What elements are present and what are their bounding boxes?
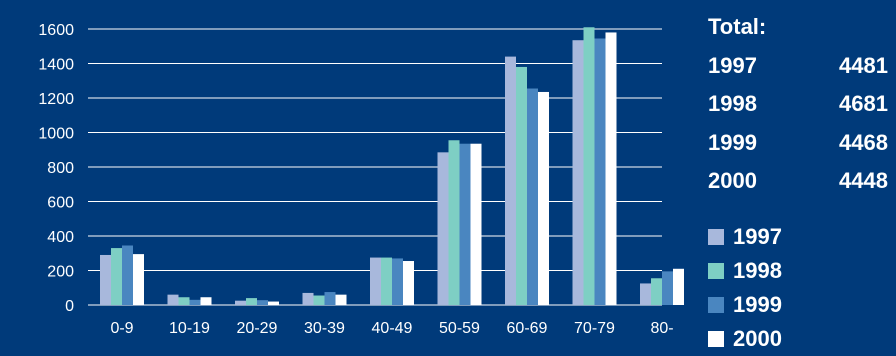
totals-value: 4468	[839, 129, 888, 155]
totals-row: 1997 4481	[708, 47, 888, 86]
legend-swatch	[708, 229, 724, 245]
bars	[100, 27, 684, 306]
y-tick-label: 0	[65, 298, 74, 315]
y-tick-label: 1400	[38, 57, 74, 74]
totals-value: 4448	[839, 168, 888, 193]
legend-item: 2000	[708, 322, 782, 356]
legend-label: 1997	[733, 224, 782, 249]
legend: 1997 1998 1999 2000	[708, 220, 782, 356]
totals-panel: Total: 1997 4481 1998 4681 1999 4468 200…	[708, 8, 888, 201]
x-tick-label: 30-39	[304, 320, 345, 337]
legend-item: 1997	[708, 220, 782, 254]
bar-1999-50-59	[459, 143, 471, 305]
bar-1999-60-69	[527, 88, 538, 305]
bar-1999-40-49	[392, 258, 403, 305]
bar-1998-0-9	[111, 248, 122, 305]
bar-2000-20-29	[268, 301, 279, 305]
y-tick-label: 1200	[38, 91, 74, 108]
bar-1998-40-49	[381, 257, 392, 305]
x-tick-label: 80-	[650, 320, 673, 337]
totals-value: 4481	[839, 52, 888, 78]
totals-row: 1999 4468	[708, 124, 888, 163]
totals-year: 1999	[708, 129, 757, 155]
legend-item: 1998	[708, 254, 782, 288]
bar-2000-40-49	[403, 261, 414, 305]
bar-2000-50-59	[470, 143, 482, 305]
legend-label: 2000	[733, 326, 782, 351]
bar-1997-30-39	[302, 292, 314, 305]
bar-1997-40-49	[370, 257, 381, 305]
bar-1999-20-29	[257, 300, 268, 305]
totals-row: 1998 4681	[708, 85, 888, 124]
legend-label: 1998	[733, 258, 782, 283]
bar-1998-30-39	[313, 295, 325, 305]
bar-1997-50-59	[437, 152, 449, 305]
bar-2000-80-	[673, 268, 684, 305]
bar-2000-60-69	[538, 91, 549, 306]
grid-lines	[88, 28, 662, 306]
bar-1999-10-19	[189, 299, 201, 305]
x-tick-label: 60-69	[507, 320, 548, 337]
bar-1997-80-	[640, 283, 651, 305]
y-tick-label: 1600	[38, 22, 74, 39]
bar-1997-0-9	[100, 254, 111, 305]
bar-1998-20-29	[246, 298, 257, 305]
bar-1997-20-29	[235, 300, 246, 305]
y-tick-label: 200	[47, 264, 74, 281]
legend-swatch	[708, 331, 724, 347]
legend-swatch	[708, 297, 724, 313]
bar-2000-10-19	[200, 297, 212, 305]
bar-1997-10-19	[167, 294, 179, 305]
bar-2000-0-9	[133, 254, 144, 305]
bar-1999-70-79	[594, 38, 606, 306]
y-tick-label: 1000	[38, 126, 74, 143]
x-tick-label: 50-59	[439, 320, 480, 337]
bar-1999-80-	[662, 271, 673, 305]
x-axis-labels: 0-9 10-19 20-29 30-39 40-49 50-59 60-69 70-79 80…	[110, 320, 673, 337]
bar-1997-60-69	[505, 56, 516, 305]
x-tick-label: 0-9	[110, 320, 133, 337]
y-tick-label: 600	[47, 195, 74, 212]
bar-2000-70-79	[605, 32, 617, 305]
bar-2000-30-39	[335, 294, 347, 305]
totals-row: 2000 4448	[708, 162, 888, 201]
x-tick-label: 20-29	[237, 320, 278, 337]
x-tick-label: 70-79	[574, 320, 615, 337]
x-tick-label: 10-19	[169, 320, 210, 337]
y-tick-label: 800	[47, 160, 74, 177]
legend-swatch	[708, 263, 724, 279]
legend-label: 1999	[733, 292, 782, 317]
bar-1999-0-9	[122, 245, 133, 305]
bar-1997-70-79	[572, 40, 584, 306]
bar-1998-50-59	[448, 140, 460, 305]
bar-1998-70-79	[583, 27, 595, 306]
totals-year: 2000	[708, 168, 757, 193]
totals-heading: Total:	[708, 14, 767, 39]
x-tick-label: 40-49	[372, 320, 413, 337]
y-tick-label: 400	[47, 229, 74, 246]
legend-item: 1999	[708, 288, 782, 322]
bar-chart: 0 200 400 600 800 1000 1200 1400 1600 0-9 10-19 20…	[38, 22, 684, 337]
bar-1999-30-39	[324, 292, 336, 305]
bar-1998-80-	[651, 278, 662, 305]
totals-year: 1997	[708, 52, 757, 78]
bar-1998-60-69	[516, 66, 527, 305]
y-axis-labels: 0 200 400 600 800 1000 1200 1400 1600	[38, 22, 74, 315]
bar-1998-10-19	[178, 297, 190, 305]
totals-value: 4681	[839, 91, 888, 116]
totals-year: 1998	[708, 91, 757, 116]
